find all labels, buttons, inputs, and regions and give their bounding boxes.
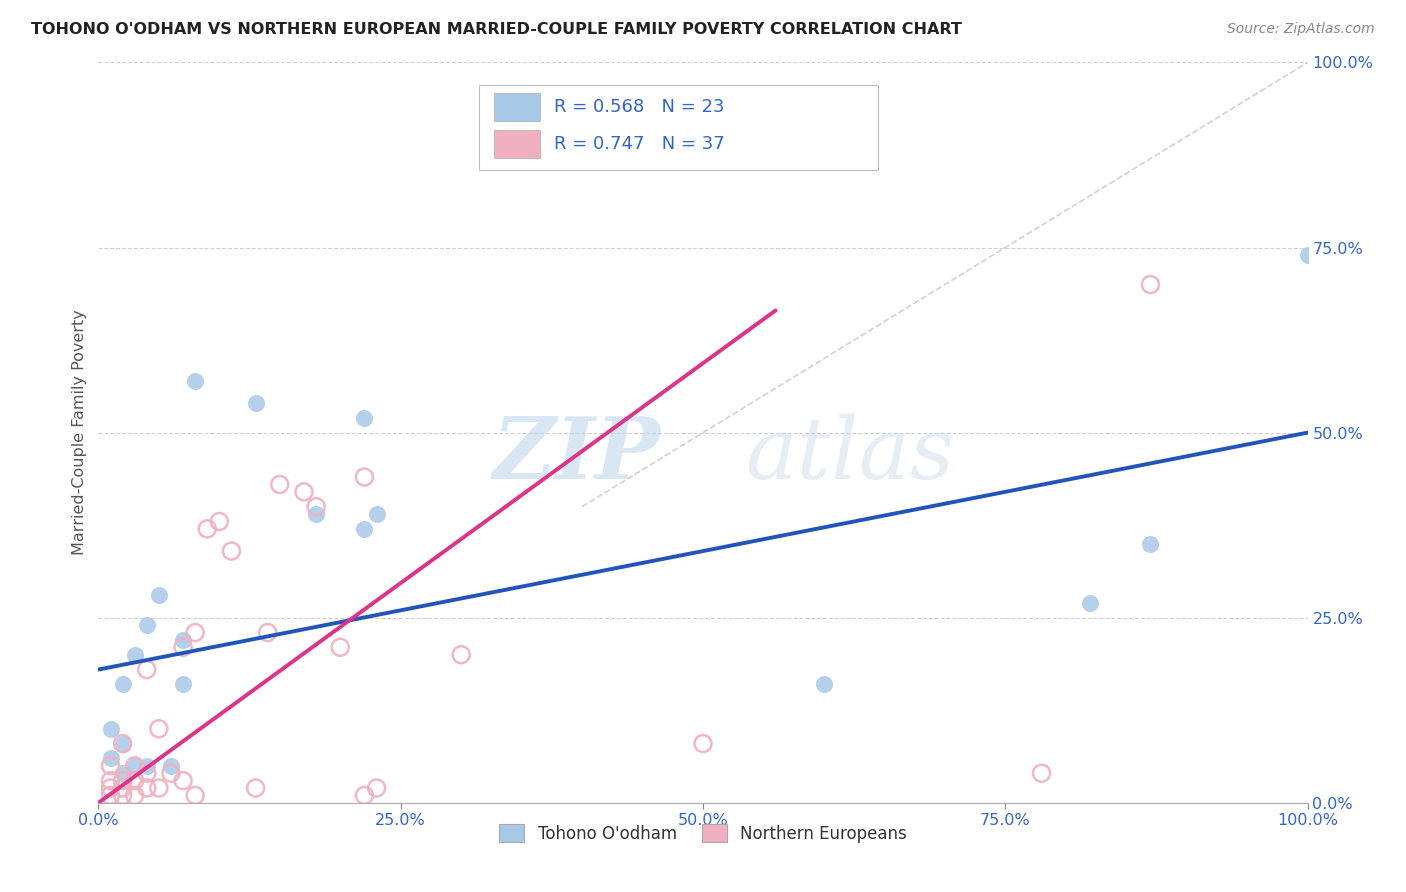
- Point: [813, 677, 835, 691]
- Point: [111, 773, 134, 788]
- Point: [111, 766, 134, 780]
- Point: [305, 507, 328, 521]
- Point: [305, 500, 328, 514]
- Point: [1139, 277, 1161, 292]
- Point: [124, 758, 146, 772]
- Text: ZIP: ZIP: [494, 413, 661, 497]
- Point: [450, 648, 472, 662]
- FancyBboxPatch shape: [479, 85, 879, 169]
- Point: [135, 663, 157, 677]
- Point: [100, 758, 122, 772]
- Point: [692, 737, 714, 751]
- Point: [148, 589, 170, 603]
- Point: [1296, 248, 1319, 262]
- Text: R = 0.747   N = 37: R = 0.747 N = 37: [554, 135, 725, 153]
- Point: [124, 758, 146, 772]
- Point: [221, 544, 243, 558]
- Point: [100, 780, 122, 795]
- Point: [135, 780, 157, 795]
- Point: [292, 484, 315, 499]
- Point: [100, 773, 122, 788]
- Text: TOHONO O'ODHAM VS NORTHERN EUROPEAN MARRIED-COUPLE FAMILY POVERTY CORRELATION CH: TOHONO O'ODHAM VS NORTHERN EUROPEAN MARR…: [31, 22, 962, 37]
- Text: R = 0.568   N = 23: R = 0.568 N = 23: [554, 98, 724, 116]
- Text: Source: ZipAtlas.com: Source: ZipAtlas.com: [1227, 22, 1375, 37]
- Y-axis label: Married-Couple Family Poverty: Married-Couple Family Poverty: [72, 310, 87, 556]
- Point: [1031, 766, 1053, 780]
- Point: [353, 470, 375, 484]
- Point: [366, 507, 388, 521]
- Point: [148, 780, 170, 795]
- Point: [111, 780, 134, 795]
- Point: [124, 648, 146, 662]
- Point: [353, 522, 375, 536]
- Point: [195, 522, 218, 536]
- Point: [172, 632, 194, 647]
- Point: [172, 640, 194, 655]
- Point: [135, 618, 157, 632]
- Point: [135, 758, 157, 772]
- Point: [184, 789, 207, 803]
- Point: [245, 780, 267, 795]
- Point: [353, 789, 375, 803]
- Point: [160, 758, 183, 772]
- Point: [124, 773, 146, 788]
- Legend: Tohono O'odham, Northern Europeans: Tohono O'odham, Northern Europeans: [499, 824, 907, 843]
- Point: [184, 374, 207, 388]
- Point: [208, 515, 231, 529]
- Point: [111, 737, 134, 751]
- FancyBboxPatch shape: [494, 93, 540, 121]
- Point: [172, 773, 194, 788]
- Point: [111, 737, 134, 751]
- Point: [111, 677, 134, 691]
- FancyBboxPatch shape: [494, 130, 540, 158]
- Point: [172, 677, 194, 691]
- Point: [184, 625, 207, 640]
- Point: [366, 780, 388, 795]
- Point: [100, 751, 122, 765]
- Text: atlas: atlas: [745, 414, 955, 496]
- Point: [1078, 596, 1101, 610]
- Point: [124, 789, 146, 803]
- Point: [353, 410, 375, 425]
- Point: [135, 766, 157, 780]
- Point: [256, 625, 278, 640]
- Point: [245, 396, 267, 410]
- Point: [160, 766, 183, 780]
- Point: [111, 789, 134, 803]
- Point: [329, 640, 352, 655]
- Point: [100, 722, 122, 736]
- Point: [269, 477, 291, 491]
- Point: [100, 789, 122, 803]
- Point: [148, 722, 170, 736]
- Point: [1139, 536, 1161, 550]
